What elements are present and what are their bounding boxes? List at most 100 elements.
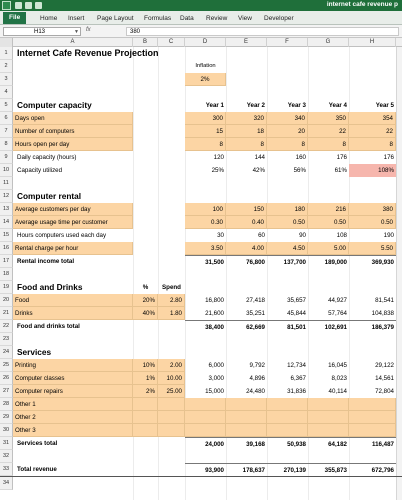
year-header[interactable]: Year 5 [375,102,394,109]
input-cell[interactable]: 354 [349,112,396,125]
inflation-label[interactable]: Inflation [195,63,216,69]
row-label[interactable]: Drinks [13,307,133,320]
input-cell[interactable] [267,411,308,424]
value-cell[interactable]: 60 [258,232,265,239]
value-cell[interactable]: 35,251 [246,310,265,317]
total-cell[interactable]: 64,182 [308,437,349,450]
row-header[interactable]: 19 [0,281,13,294]
value-cell[interactable]: 90 [299,232,306,239]
value-cell[interactable]: 120 [213,154,224,161]
row-header[interactable]: 15 [0,229,13,242]
row-header[interactable]: 25 [0,359,13,372]
row-header[interactable]: 29 [0,411,13,424]
row-label[interactable]: Average usage time per customer [13,216,133,229]
tab-page-layout[interactable]: Page Layout [97,15,134,22]
row-label[interactable]: Food and drinks total [17,323,80,330]
name-box[interactable]: H13 ▼ [3,27,81,36]
total-cell[interactable]: 50,938 [267,437,308,450]
value-cell[interactable]: 144 [254,154,265,161]
row-header[interactable]: 14 [0,216,13,229]
total-cell[interactable]: 38,400 [185,320,226,333]
input-cell[interactable] [349,398,396,411]
pct-input[interactable]: 2% [133,385,158,398]
row-header[interactable]: 26 [0,372,13,385]
row-header[interactable]: 22 [0,320,13,333]
pct-input[interactable] [133,398,158,411]
value-cell[interactable]: 81,541 [375,297,394,304]
row-header[interactable]: 10 [0,164,13,177]
value-cell[interactable]: 176 [336,154,347,161]
row-header[interactable]: 23 [0,333,13,346]
row-label[interactable]: Days open [13,112,133,125]
input-cell[interactable] [267,424,308,437]
row-label[interactable]: Services total [17,440,58,447]
input-cell[interactable]: 216 [308,203,349,216]
input-cell[interactable]: 22 [349,125,396,138]
year-header[interactable]: Year 4 [328,102,347,109]
total-cell[interactable]: 39,168 [226,437,267,450]
spend-input[interactable]: 1.80 [158,307,185,320]
chevron-down-icon[interactable]: ▼ [74,29,79,35]
total-cell[interactable]: 102,691 [308,320,349,333]
undo-icon[interactable] [25,2,32,9]
input-cell[interactable] [226,424,267,437]
input-cell[interactable]: 100 [185,203,226,216]
value-cell[interactable]: 4,896 [249,375,265,382]
tab-review[interactable]: Review [206,15,228,22]
total-cell[interactable]: 186,379 [349,320,396,333]
row-header[interactable]: 1 [0,47,13,60]
input-cell[interactable]: 0.40 [226,216,267,229]
input-cell[interactable]: 340 [267,112,308,125]
pct-input[interactable] [133,411,158,424]
row-header[interactable]: 11 [0,177,13,190]
row-label[interactable]: Other 1 [13,398,133,411]
row-header[interactable]: 28 [0,398,13,411]
row-header[interactable]: 4 [0,86,13,99]
row-label[interactable]: Other 3 [13,424,133,437]
grand-total-cell[interactable]: 270,139 [267,463,308,476]
row-label[interactable]: Computer classes [13,372,133,385]
vertical-scrollbar[interactable] [396,47,402,500]
value-cell[interactable]: 35,657 [287,297,306,304]
value-cell[interactable]: 6,000 [208,362,224,369]
value-cell[interactable]: 24,480 [246,388,265,395]
value-cell[interactable]: 27,418 [246,297,265,304]
input-cell[interactable] [185,411,226,424]
value-cell[interactable]: 56% [293,167,306,174]
input-cell[interactable] [267,398,308,411]
inflation-input[interactable]: 2% [185,73,226,86]
value-cell[interactable]: 72,804 [375,388,394,395]
tab-formulas[interactable]: Formulas [144,15,172,22]
spend-input[interactable]: 2.00 [158,359,185,372]
row-header[interactable]: 5 [0,99,13,112]
input-cell[interactable]: 180 [267,203,308,216]
column-header-b[interactable]: B [133,38,158,47]
input-cell[interactable]: 8 [226,138,267,151]
input-cell[interactable] [185,424,226,437]
tab-file[interactable]: File [3,12,27,24]
row-header[interactable]: 34 [0,477,13,490]
input-cell[interactable]: 5.00 [308,242,349,255]
column-header-e[interactable]: E [226,38,267,47]
fx-icon[interactable]: fx [86,27,91,33]
row-header[interactable]: 18 [0,268,13,281]
row-header[interactable]: 16 [0,242,13,255]
input-cell[interactable]: 300 [185,112,226,125]
row-header[interactable]: 7 [0,125,13,138]
pct-input[interactable]: 1% [133,372,158,385]
row-header[interactable]: 30 [0,424,13,437]
row-label[interactable]: Number of computers [13,125,133,138]
row-header[interactable]: 24 [0,346,13,359]
input-cell[interactable]: 15 [185,125,226,138]
value-cell[interactable]: 14,561 [375,375,394,382]
row-header[interactable]: 9 [0,151,13,164]
row-header[interactable]: 27 [0,385,13,398]
row-label[interactable]: Rental income total [17,258,75,265]
total-cell[interactable]: 369,930 [349,255,396,268]
row-header[interactable]: 13 [0,203,13,216]
input-cell[interactable]: 0.50 [349,216,396,229]
input-cell[interactable] [349,424,396,437]
row-header[interactable]: 33 [0,463,13,476]
row-header[interactable]: 12 [0,190,13,203]
over-capacity-cell[interactable]: 108% [349,164,396,177]
